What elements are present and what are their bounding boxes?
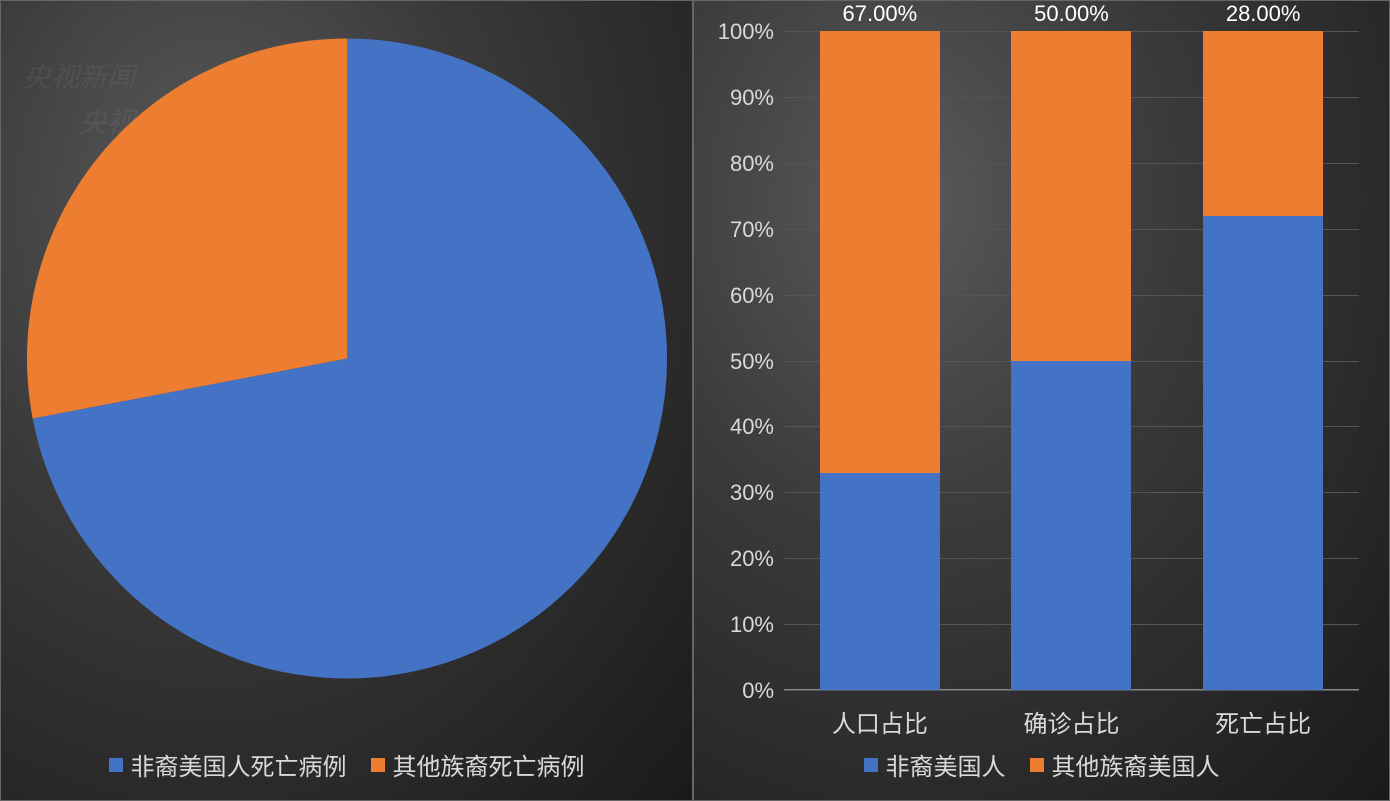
y-axis-label: 60% [730, 283, 784, 309]
bar-segment: 28.00% [1203, 31, 1323, 216]
bar-segment: 33.00% [820, 473, 940, 690]
x-axis-label: 确诊占比 [1023, 704, 1119, 739]
y-axis-label: 80% [730, 151, 784, 177]
bar-column: 33.00%67.00%人口占比 [820, 31, 940, 690]
bars-row: 33.00%67.00%人口占比 50.00%50.00%确诊占比 72.00%28… [784, 31, 1359, 690]
bar-panel: 0%10%20%30%40%50%60%70%80%90%100%33.00%6… [693, 0, 1390, 801]
pie-slice [27, 39, 347, 419]
legend-swatch [864, 758, 878, 772]
bar-segment: 50.00% [1011, 361, 1131, 691]
y-axis-label: 10% [730, 612, 784, 638]
bar-legend: 非裔美国人 其他族裔美国人 [694, 747, 1389, 782]
y-axis-label: 100% [718, 19, 784, 45]
legend-swatch [109, 758, 123, 772]
y-axis-label: 30% [730, 480, 784, 506]
legend-item: 其他族裔美国人 [1030, 747, 1220, 782]
y-axis-label: 0% [742, 678, 784, 704]
bar-segment: 50.00% [1011, 31, 1131, 361]
pie-legend: 非裔美国人死亡病例 其他族裔死亡病例 [1, 747, 692, 782]
y-axis-label: 50% [730, 349, 784, 375]
x-axis-label: 人口占比 [832, 704, 928, 739]
legend-label: 非裔美国人 [886, 747, 1006, 782]
pie-chart [17, 29, 677, 694]
bar-column: 72.00%28.00%死亡占比 [1203, 31, 1323, 690]
grid-line: 0% [784, 690, 1359, 691]
legend-swatch [1030, 758, 1044, 772]
y-axis-label: 70% [730, 217, 784, 243]
bar-column: 50.00%50.00%确诊占比 [1011, 31, 1131, 690]
legend-item: 非裔美国人 [864, 747, 1006, 782]
bar-segment: 67.00% [820, 31, 940, 473]
legend-label: 其他族裔美国人 [1052, 747, 1220, 782]
bar-chart: 0%10%20%30%40%50%60%70%80%90%100%33.00%6… [784, 31, 1359, 690]
legend-label: 非裔美国人死亡病例 [131, 747, 347, 782]
pie-panel: 央视新闻 央视新闻 央视新闻 央视新闻 非裔美国人死亡病例 其他族裔死亡病例 [0, 0, 693, 801]
x-axis-label: 死亡占比 [1215, 704, 1311, 739]
bar-value-label: 50.00% [1034, 1, 1109, 27]
legend-swatch [371, 758, 385, 772]
bar-value-label: 67.00% [843, 1, 918, 27]
y-axis-label: 90% [730, 85, 784, 111]
bar-segment: 72.00% [1203, 216, 1323, 690]
y-axis-label: 40% [730, 414, 784, 440]
bar-value-label: 28.00% [1226, 1, 1301, 27]
y-axis-label: 20% [730, 546, 784, 572]
legend-item: 非裔美国人死亡病例 [109, 747, 347, 782]
legend-item: 其他族裔死亡病例 [371, 747, 585, 782]
legend-label: 其他族裔死亡病例 [393, 747, 585, 782]
